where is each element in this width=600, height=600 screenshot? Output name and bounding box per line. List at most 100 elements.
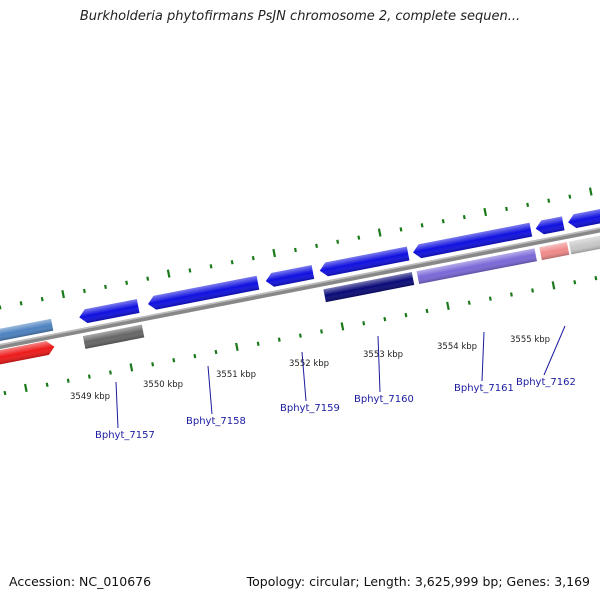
tick-mark bbox=[230, 260, 234, 265]
tick-mark bbox=[40, 297, 44, 302]
gene-arrow-7162-shade bbox=[535, 216, 565, 235]
tick-mark bbox=[294, 247, 297, 253]
gene-arrow-next-shade bbox=[568, 204, 600, 228]
tick-mark bbox=[467, 300, 471, 305]
tick-mark bbox=[166, 269, 171, 278]
gene-label[interactable]: Bphyt_7158 bbox=[186, 416, 246, 427]
tick-mark bbox=[551, 281, 556, 290]
tick-mark bbox=[129, 363, 134, 372]
forward-strand-genes bbox=[0, 204, 600, 353]
tick-mark bbox=[61, 289, 65, 299]
callout-line bbox=[481, 331, 485, 382]
gene-arrow-7160-shade bbox=[319, 246, 410, 277]
tick-mark bbox=[547, 198, 551, 203]
gene-arrow-7157-shade bbox=[79, 299, 140, 323]
gene-bar-steelblue-shade bbox=[0, 318, 54, 353]
tick-mark bbox=[568, 194, 572, 199]
tick-mark bbox=[104, 284, 107, 290]
tick-mark bbox=[193, 353, 197, 359]
tick-mark bbox=[188, 268, 192, 273]
topology-label: Topology: circular; Length: 3,625,999 bp… bbox=[246, 574, 590, 589]
tick-mark bbox=[488, 296, 492, 301]
gene-label[interactable]: Bphyt_7161 bbox=[454, 383, 514, 394]
gene-label[interactable]: Bphyt_7159 bbox=[280, 403, 340, 414]
gene-label[interactable]: Bphyt_7162 bbox=[516, 377, 576, 388]
gene-bar-pink-shade bbox=[539, 242, 570, 261]
callout-line bbox=[301, 351, 307, 402]
tick-mark bbox=[146, 276, 150, 281]
tick-mark bbox=[505, 206, 508, 212]
tick-mark bbox=[420, 223, 424, 228]
map-title: Burkholderia phytofirmans PsJN chromosom… bbox=[79, 9, 521, 24]
tick-mark bbox=[256, 341, 260, 346]
kbp-label: 3554 kbp bbox=[437, 342, 477, 352]
gene-bar-navy-shade bbox=[323, 272, 415, 303]
kbp-label: 3549 kbp bbox=[70, 392, 110, 402]
tick-mark bbox=[277, 337, 281, 342]
tick-mark bbox=[362, 321, 366, 326]
gene-bar-lightgray-shade bbox=[568, 230, 600, 255]
tick-mark bbox=[441, 219, 445, 224]
tick-mark bbox=[446, 301, 450, 311]
gene-bar-gray-shade bbox=[82, 324, 145, 349]
tick-mark bbox=[298, 333, 302, 338]
tick-mark bbox=[45, 382, 49, 387]
tick-mark bbox=[509, 292, 513, 297]
gene-label[interactable]: Bphyt_7157 bbox=[95, 430, 155, 441]
tick-mark bbox=[0, 305, 2, 310]
tick-mark bbox=[399, 227, 403, 232]
tick-mark bbox=[82, 288, 86, 294]
tick-mark bbox=[588, 187, 593, 196]
tick-mark bbox=[531, 288, 535, 293]
tick-mark bbox=[151, 362, 155, 367]
gene-arrow-7158-shade bbox=[147, 275, 260, 310]
tick-mark bbox=[272, 248, 277, 258]
tick-mark bbox=[425, 308, 429, 314]
tick-mark bbox=[404, 312, 408, 318]
callout-line bbox=[543, 325, 566, 376]
kbp-label: 3552 kbp bbox=[289, 359, 329, 369]
gene-callout-group: Bphyt_7157 Bphyt_7158 Bphyt_7159 Bphyt_7160… bbox=[95, 325, 576, 441]
callout-line bbox=[207, 365, 213, 415]
tick-mark bbox=[320, 329, 323, 334]
tick-mark bbox=[125, 280, 129, 285]
inner-tick-track bbox=[3, 275, 598, 396]
kbp-label: 3551 kbp bbox=[216, 370, 256, 380]
kbp-label: 3550 kbp bbox=[143, 380, 183, 390]
tick-mark bbox=[462, 214, 466, 220]
callout-line bbox=[377, 335, 381, 393]
gene-label[interactable]: Bphyt_7160 bbox=[354, 394, 414, 405]
tick-mark bbox=[23, 383, 28, 393]
tick-mark bbox=[526, 202, 530, 207]
tick-mark bbox=[573, 280, 577, 285]
outer-tick-track bbox=[0, 187, 593, 310]
tick-mark bbox=[209, 264, 213, 269]
kbp-label: 3553 kbp bbox=[363, 350, 403, 360]
tick-mark bbox=[594, 275, 598, 281]
tick-mark bbox=[357, 235, 361, 240]
gene-arrow-7161-shade bbox=[413, 222, 533, 259]
tick-mark bbox=[214, 349, 218, 355]
tick-mark bbox=[340, 322, 345, 331]
tick-mark bbox=[377, 228, 382, 237]
tick-mark bbox=[336, 239, 340, 244]
kbp-label: 3555 kbp bbox=[510, 335, 550, 345]
callout-line bbox=[115, 381, 119, 429]
tick-mark bbox=[172, 358, 176, 363]
gene-arrow-red-shade bbox=[0, 341, 55, 375]
tick-mark bbox=[87, 374, 91, 379]
tick-mark bbox=[483, 207, 488, 217]
accession-label: Accession: NC_010676 bbox=[9, 574, 152, 589]
tick-mark bbox=[251, 255, 255, 261]
kbp-label-group: 3549 kbp 3550 kbp 3551 kbp 3552 kbp 3553 kbp… bbox=[70, 335, 550, 402]
tick-mark bbox=[66, 378, 70, 383]
gene-bar-purple-shade bbox=[416, 248, 537, 284]
tick-mark bbox=[3, 390, 7, 396]
gene-arrow-7159-shade bbox=[265, 265, 315, 287]
tick-mark bbox=[235, 342, 239, 352]
tick-mark bbox=[108, 370, 112, 375]
tick-mark bbox=[19, 301, 23, 306]
reverse-strand-genes bbox=[0, 230, 600, 375]
tick-mark bbox=[315, 243, 319, 249]
